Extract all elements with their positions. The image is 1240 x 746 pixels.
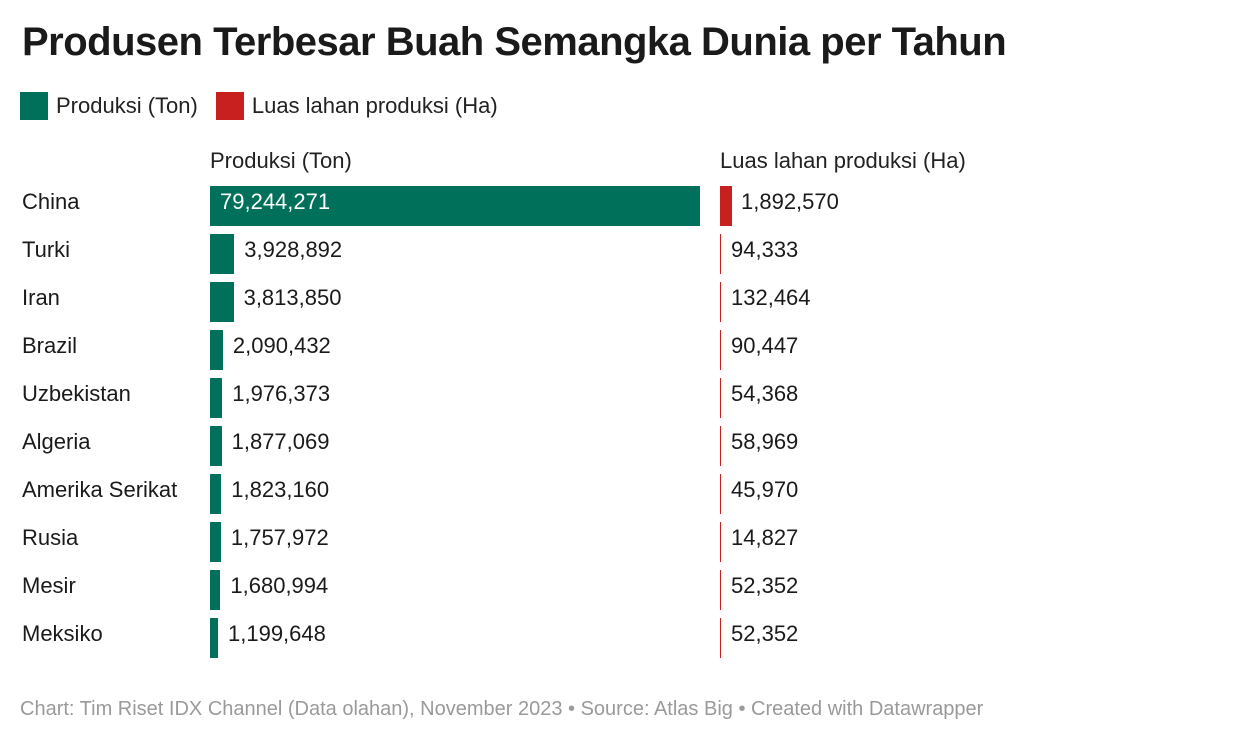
- table-row: Mesir 1,680,994 52,352: [0, 566, 1240, 610]
- chart-title: Produsen Terbesar Buah Semangka Dunia pe…: [22, 20, 1007, 64]
- production-bar: [210, 474, 222, 514]
- chart-footer: Chart: Tim Riset IDX Channel (Data olaha…: [20, 698, 984, 720]
- production-bar: [210, 378, 223, 418]
- production-column-header: Produksi (Ton): [210, 148, 352, 173]
- production-value-label: 3,813,850: [243, 285, 342, 310]
- area-bar: [720, 522, 721, 562]
- country-label: Brazil: [22, 333, 78, 358]
- legend: Produksi (Ton) Luas lahan produksi (Ha): [20, 92, 498, 120]
- table-row: Meksiko 1,199,648 52,352: [0, 614, 1240, 658]
- area-value-label: 14,827: [731, 525, 799, 550]
- area-column-header: Luas lahan produksi (Ha): [720, 148, 966, 173]
- legend-swatch-area: [215, 92, 244, 120]
- production-value-label: 79,244,271: [220, 189, 331, 214]
- legend-label-production: Produksi (Ton): [56, 93, 198, 118]
- production-bar: [210, 618, 218, 658]
- area-value-label: 54,368: [731, 381, 799, 406]
- production-value-label: 3,928,892: [244, 237, 343, 262]
- legend-item-area: Luas lahan produksi (Ha): [215, 92, 498, 120]
- area-value-label: 45,970: [731, 477, 799, 502]
- area-bar: [720, 234, 721, 274]
- production-value-label: 1,976,373: [232, 381, 331, 406]
- production-bar: [210, 330, 223, 370]
- legend-item-production: Produksi (Ton): [20, 92, 198, 120]
- table-row: Turki 3,928,892 94,333: [0, 230, 1240, 274]
- legend-swatch-production: [20, 92, 48, 120]
- production-bar: [210, 426, 222, 466]
- country-label: Uzbekistan: [22, 381, 131, 406]
- area-value-label: 132,464: [731, 285, 811, 310]
- table-row: Algeria 1,877,069 58,969: [0, 422, 1240, 466]
- table-row: Rusia 1,757,972 14,827: [0, 518, 1240, 562]
- production-value-label: 1,757,972: [230, 525, 329, 550]
- legend-label-area: Luas lahan produksi (Ha): [251, 93, 498, 118]
- area-bar: [720, 618, 721, 658]
- area-value-label: 90,447: [731, 333, 799, 358]
- area-bar: [720, 426, 721, 466]
- production-value-label: 1,680,994: [230, 573, 329, 598]
- production-bar: [210, 282, 234, 322]
- country-label: China: [22, 189, 80, 214]
- table-row: Amerika Serikat 1,823,160 45,970: [0, 470, 1240, 514]
- area-bar: [720, 378, 721, 418]
- area-value-label: 58,969: [731, 429, 799, 454]
- production-bar: [210, 234, 235, 274]
- country-label: Rusia: [22, 525, 79, 550]
- table-row: China 79,244,271 1,892,570: [0, 182, 1240, 226]
- area-value-label: 94,333: [731, 237, 799, 262]
- production-value-label: 1,823,160: [231, 477, 330, 502]
- area-value-label: 52,352: [731, 621, 799, 646]
- country-label: Iran: [22, 285, 60, 310]
- production-bar: [210, 522, 221, 562]
- production-value-label: 1,199,648: [228, 621, 326, 646]
- production-bar: [210, 186, 700, 226]
- area-bar: [720, 186, 732, 226]
- country-label: Algeria: [22, 429, 91, 454]
- table-row: Uzbekistan 1,976,373 54,368: [0, 374, 1240, 418]
- table-row: Iran 3,813,850 132,464: [0, 278, 1240, 322]
- production-bar: [210, 570, 221, 610]
- country-label: Turki: [22, 237, 71, 262]
- production-value-label: 2,090,432: [232, 333, 331, 358]
- area-value-label: 1,892,570: [741, 189, 839, 214]
- area-bar: [720, 330, 721, 370]
- country-label: Mesir: [22, 573, 76, 598]
- area-value-label: 52,352: [731, 573, 799, 598]
- table-row: Brazil 2,090,432 90,447: [0, 326, 1240, 370]
- area-bar: [720, 570, 721, 610]
- country-label: Amerika Serikat: [22, 477, 178, 502]
- country-label: Meksiko: [22, 621, 103, 646]
- area-bar: [720, 474, 721, 514]
- area-bar: [720, 282, 721, 322]
- production-value-label: 1,877,069: [231, 429, 330, 454]
